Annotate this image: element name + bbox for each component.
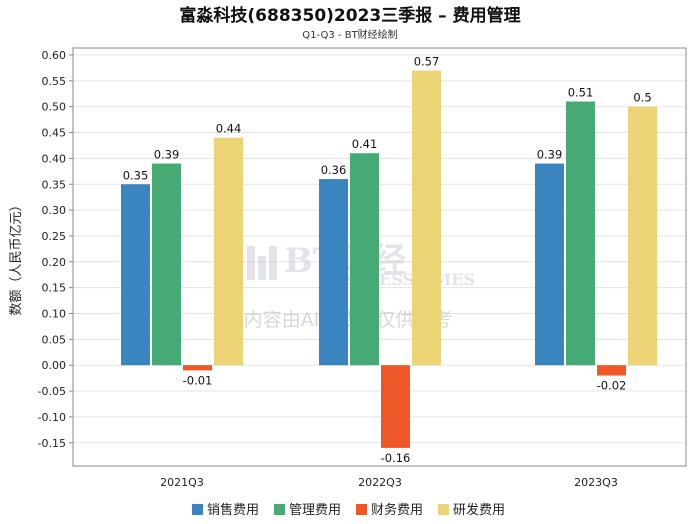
- legend-label: 销售费用: [207, 502, 259, 518]
- bar: [121, 184, 150, 366]
- chart-title: 富淼科技(688350)2023三季报 – 费用管理: [179, 5, 520, 26]
- data-label: 0.39: [154, 148, 180, 162]
- bar: [628, 106, 657, 366]
- y-tick-label: 0.00: [42, 359, 67, 372]
- legend-label: 管理费用: [289, 503, 341, 518]
- bar: [319, 179, 348, 366]
- bar: [214, 137, 243, 366]
- data-label: 0.5: [633, 91, 651, 105]
- bar: [152, 163, 181, 366]
- data-label: 0.35: [123, 168, 149, 182]
- data-label: -0.16: [381, 451, 411, 465]
- data-label: 0.39: [537, 148, 563, 162]
- x-tick-label: 2023Q3: [574, 476, 618, 489]
- bar: [566, 101, 595, 366]
- bar: [381, 365, 410, 448]
- x-axis-ticks: 2021Q3 2022Q3 2023Q3: [160, 476, 618, 489]
- data-label: -0.01: [183, 373, 213, 387]
- y-axis-ticks: 0.60 0.55 0.50 0.45 0.40 0.35 0.30 0.25 0.20 0.15…: [38, 49, 73, 450]
- y-tick-label: 0.05: [42, 333, 67, 346]
- chart-subtitle: Q1-Q3 - BT财经绘制: [302, 28, 397, 41]
- data-label: 0.44: [216, 122, 242, 136]
- legend-swatch: [356, 504, 367, 515]
- data-label: 0.36: [321, 163, 347, 177]
- y-tick-label: -0.05: [38, 385, 66, 398]
- data-label: 0.51: [568, 86, 594, 100]
- y-tick-label: 0.25: [42, 230, 67, 243]
- legend-swatch: [438, 504, 449, 515]
- bars: [121, 70, 657, 448]
- plot-frame: [72, 47, 687, 467]
- legend-label: 研发费用: [453, 502, 505, 518]
- y-tick-label: 0.15: [42, 282, 67, 295]
- y-tick-label: 0.40: [42, 152, 67, 165]
- bar: [183, 365, 212, 371]
- y-tick-label: -0.15: [38, 437, 66, 450]
- y-tick-label: 0.60: [42, 49, 67, 62]
- y-axis-label: 数额（人民币亿元）: [9, 198, 24, 315]
- y-tick-label: 0.20: [42, 256, 67, 269]
- legend-swatch: [274, 504, 285, 515]
- x-tick-label: 2022Q3: [358, 476, 402, 489]
- x-tick-label: 2021Q3: [160, 476, 204, 489]
- legend-label: 财务费用: [371, 502, 423, 518]
- y-tick-label: 0.45: [42, 127, 67, 140]
- watermark-logo-icon: [247, 246, 277, 280]
- data-label: -0.02: [597, 379, 627, 393]
- y-tick-label: 0.30: [42, 204, 67, 217]
- bar: [597, 365, 626, 376]
- legend-swatch: [192, 504, 203, 515]
- data-label: 0.57: [414, 55, 440, 69]
- y-tick-label: 0.50: [42, 101, 67, 114]
- bar: [535, 163, 564, 366]
- legend: 销售费用 管理费用 财务费用 研发费用: [192, 502, 505, 518]
- bar: [350, 153, 379, 366]
- y-tick-label: 0.35: [42, 178, 67, 191]
- y-tick-label: 0.10: [42, 308, 67, 321]
- data-label: 0.41: [352, 137, 378, 151]
- y-tick-label: -0.10: [38, 411, 66, 424]
- data-labels: 0.35 0.39 -0.01 0.44 0.36 0.41 -0.16 0.57 0.39 0.…: [123, 55, 652, 465]
- bar: [412, 70, 441, 366]
- y-tick-label: 0.55: [42, 75, 67, 88]
